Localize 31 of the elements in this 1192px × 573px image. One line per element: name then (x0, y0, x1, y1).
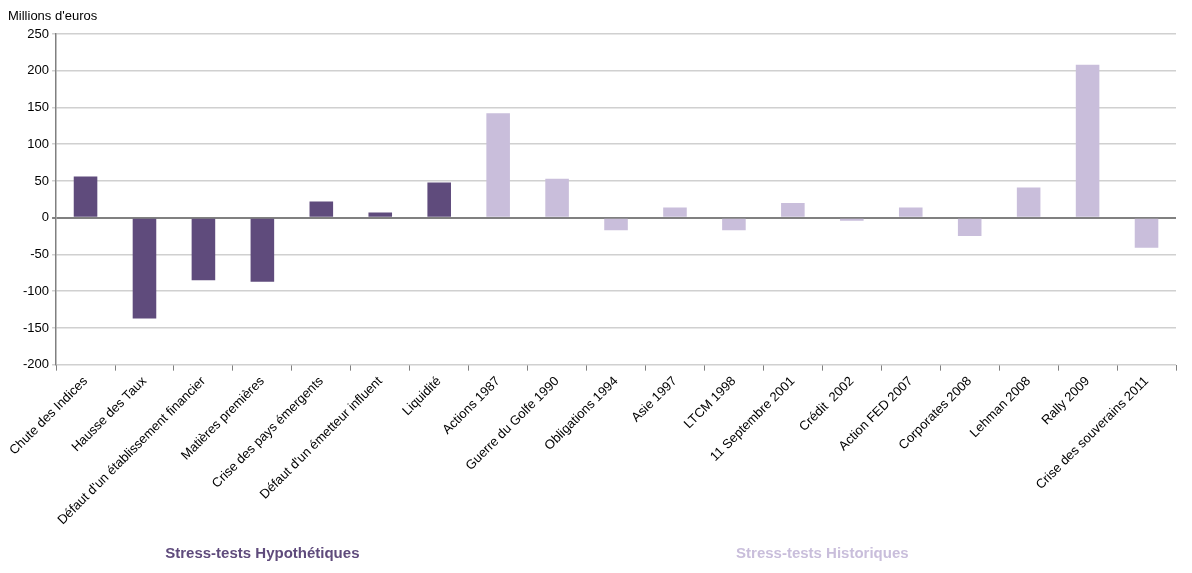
y-tick-label: -150 (23, 319, 50, 335)
bar (957, 218, 982, 237)
bar (663, 207, 687, 217)
bar (1134, 218, 1159, 248)
bar (191, 218, 216, 281)
bar (73, 176, 98, 217)
bar (1075, 64, 1100, 217)
bar (898, 207, 923, 217)
text: Stress-tests Historiques (736, 543, 909, 561)
bar (132, 218, 157, 319)
y-tick-label: 0 (41, 209, 50, 225)
y-axis-title: Millions d'euros (8, 8, 98, 24)
y-tick-label: -200 (23, 356, 50, 372)
bar (250, 218, 275, 282)
bar (368, 212, 393, 217)
y-tick-label: 250 (27, 25, 50, 41)
y-tick-label: -100 (23, 282, 50, 298)
bar (545, 178, 569, 217)
y-tick-label: -50 (30, 246, 50, 262)
y-tick-label: 100 (27, 135, 50, 151)
y-tick-label: 200 (27, 62, 50, 78)
y-tick-label: 50 (34, 172, 50, 188)
bar (722, 218, 746, 231)
bar (604, 218, 628, 231)
bar (781, 203, 805, 217)
bar (486, 113, 510, 217)
bar (309, 201, 334, 217)
bar (1016, 187, 1041, 217)
text: Stress-tests Hypothétiques (165, 543, 360, 561)
bar (427, 182, 451, 217)
y-tick-label: 150 (27, 99, 50, 115)
